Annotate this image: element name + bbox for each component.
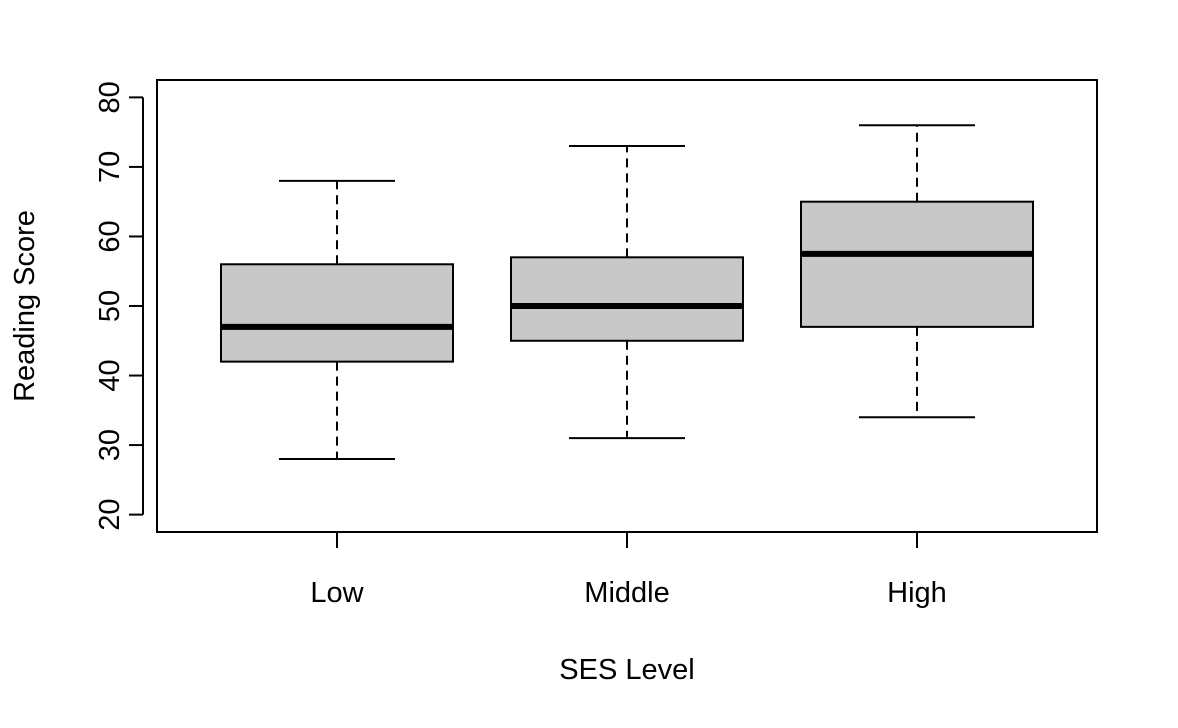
iqr-box (220, 263, 454, 363)
iqr-box (800, 200, 1034, 328)
x-tick-label: Low (310, 577, 364, 609)
box-middle (510, 145, 744, 440)
y-axis: 20 30 40 50 60 70 80 (94, 81, 144, 531)
y-axis-title: Reading Score (9, 210, 41, 402)
boxes (220, 124, 1034, 460)
y-tick-label: 30 (94, 429, 126, 461)
x-axis-title: SES Level (559, 654, 694, 686)
y-tick-label: 50 (94, 290, 126, 322)
y-tick-label: 70 (94, 151, 126, 183)
iqr-box (510, 256, 744, 342)
y-tick-label: 40 (94, 359, 126, 391)
x-axis: Low Middle High (310, 532, 947, 609)
box-low (220, 179, 454, 460)
y-tick-label: 20 (94, 498, 126, 530)
y-tick-label: 80 (94, 81, 126, 113)
x-tick-label: High (887, 577, 947, 609)
x-tick-label: Middle (584, 577, 669, 609)
box-high (800, 124, 1034, 419)
y-tick-label: 60 (94, 220, 126, 252)
